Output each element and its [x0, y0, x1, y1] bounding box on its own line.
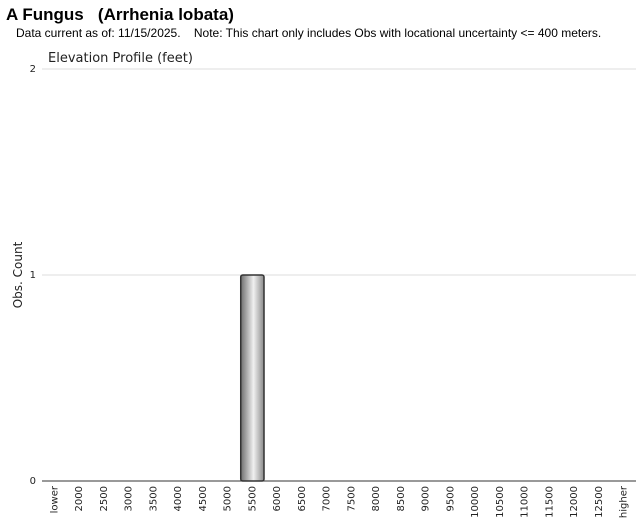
x-tick-label: 8500	[396, 486, 407, 511]
x-tick-label: 10500	[495, 486, 506, 518]
x-tick-label: 3000	[124, 486, 135, 511]
x-tick-label: 7500	[346, 486, 357, 511]
y-tick-label: 2	[30, 64, 36, 75]
x-tick-label: 5000	[223, 486, 234, 511]
x-tick-label: 12000	[569, 486, 580, 518]
x-tick-label: 12500	[594, 486, 605, 518]
x-tick-label: 10000	[470, 486, 481, 518]
x-tick-label: 9500	[445, 486, 456, 511]
y-axis-label: Obs. Count	[11, 241, 25, 308]
x-tick-label: 6500	[297, 486, 308, 511]
page-title: A Fungus (Arrhenia lobata)	[6, 5, 234, 24]
x-tick-label: 2000	[74, 486, 85, 511]
x-tick-label: 6000	[272, 486, 283, 511]
y-tick-label: 0	[30, 476, 36, 487]
x-tick-label: 3500	[148, 486, 159, 511]
y-tick-label: 1	[30, 270, 36, 281]
x-tick-label: 4500	[198, 486, 209, 511]
x-tick-label: 8000	[371, 486, 382, 511]
chart-title: Elevation Profile (feet)	[48, 51, 193, 66]
x-tick-label: 5500	[247, 486, 258, 511]
page-subtitle: Data current as of: 11/15/2025. Note: Th…	[16, 26, 602, 40]
x-tick-label: 9000	[421, 486, 432, 511]
x-tick-label: higher	[619, 485, 630, 518]
x-tick-label: 4000	[173, 486, 184, 511]
x-tick-label: 7000	[322, 486, 333, 511]
bar	[239, 274, 265, 482]
x-tick-label: 2500	[99, 486, 110, 511]
x-tick-label: lower	[49, 485, 60, 513]
x-tick-label: 11000	[520, 486, 531, 518]
x-tick-label: 11500	[544, 486, 555, 518]
